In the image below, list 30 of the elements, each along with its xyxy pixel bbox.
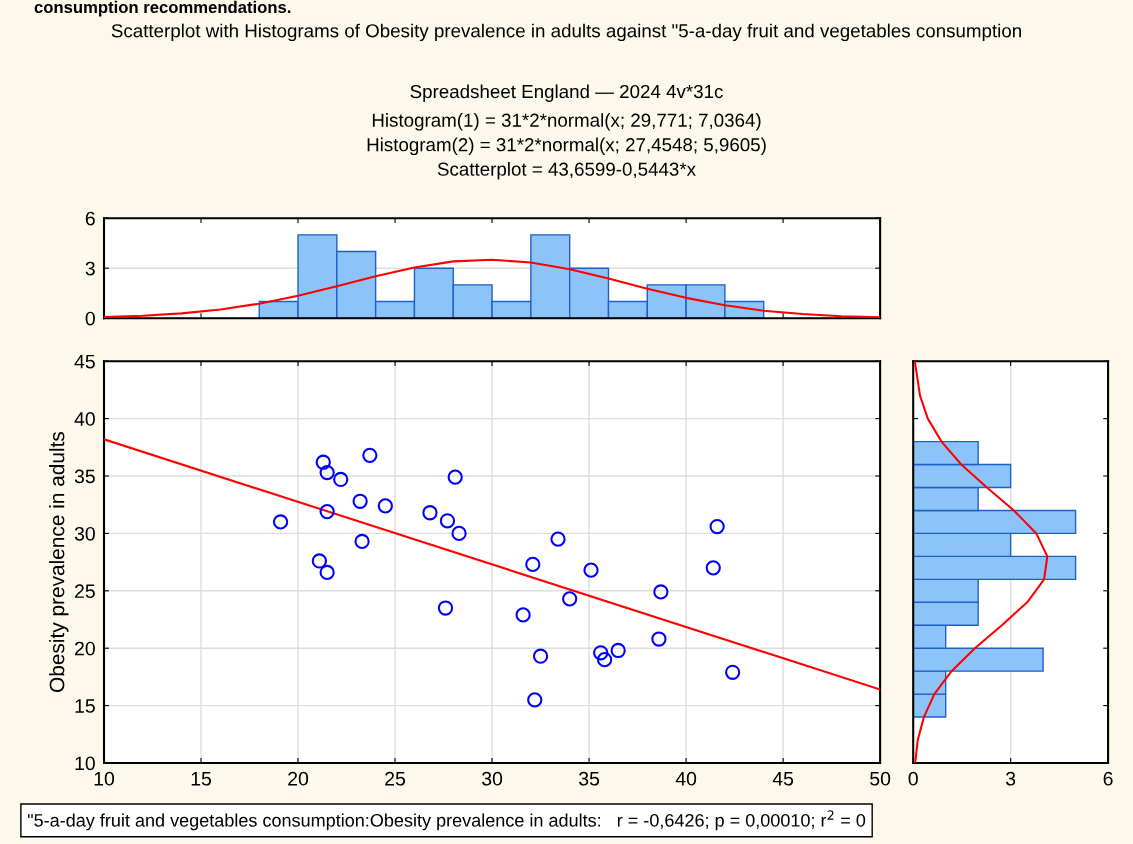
x-tick-label: 0 (908, 771, 918, 786)
chart-subtitle: Spreadsheet England — 2024 4v*31c (410, 84, 723, 102)
x-tick-label: 45 (772, 772, 794, 786)
y-tick-label: 30 (74, 526, 95, 541)
x-tick-label: 15 (191, 772, 212, 786)
x-tick-label: 20 (288, 771, 309, 786)
text: "5-a-day fruit and vegetables consumption:Obesity prevalence in adults: r = -0,6426; p = 0,00010; r$^{2}$ = 0 (27, 810, 866, 831)
x-tick-label: 30 (481, 771, 503, 786)
x-tick-label: 50 (870, 771, 891, 786)
y-tick-label: 25 (75, 584, 95, 599)
y-tick-label: 3 (85, 261, 95, 276)
y-tick-label: 40 (74, 412, 95, 426)
text: Histogram(1) = 31*2*normal(x; 29,771; 7,0364) (372, 113, 761, 131)
x-tick-label: 35 (579, 771, 600, 786)
y-axis-title: Obesity prevalence in adults (49, 431, 69, 692)
y-tick-label: 20 (75, 641, 95, 656)
y-tick-label: 6 (85, 211, 95, 226)
y-tick-label: 35 (74, 469, 95, 484)
x-tick-label: 40 (675, 771, 697, 786)
text: Scatterplot = 43,6599-0,5443*x (437, 162, 696, 180)
text: consumption recommendations. (34, 0, 291, 17)
x-tick-label: 3 (1005, 771, 1016, 786)
y-tick-label: 15 (75, 699, 95, 713)
x-tick-label: 25 (385, 771, 406, 786)
y-tick-label: 45 (74, 354, 95, 369)
y-tick-label: 10 (75, 756, 95, 771)
chart-title: Scatterplot with Histograms of Obesity prevalence in adults against "5-a-day fruit and vegetables consumption (111, 23, 1021, 42)
text: Histogram(2) = 31*2*normal(x; 27,4548; 5,9605) (367, 137, 766, 156)
x-tick-label: 6 (1103, 771, 1113, 786)
y-tick-label: 0 (85, 311, 95, 326)
